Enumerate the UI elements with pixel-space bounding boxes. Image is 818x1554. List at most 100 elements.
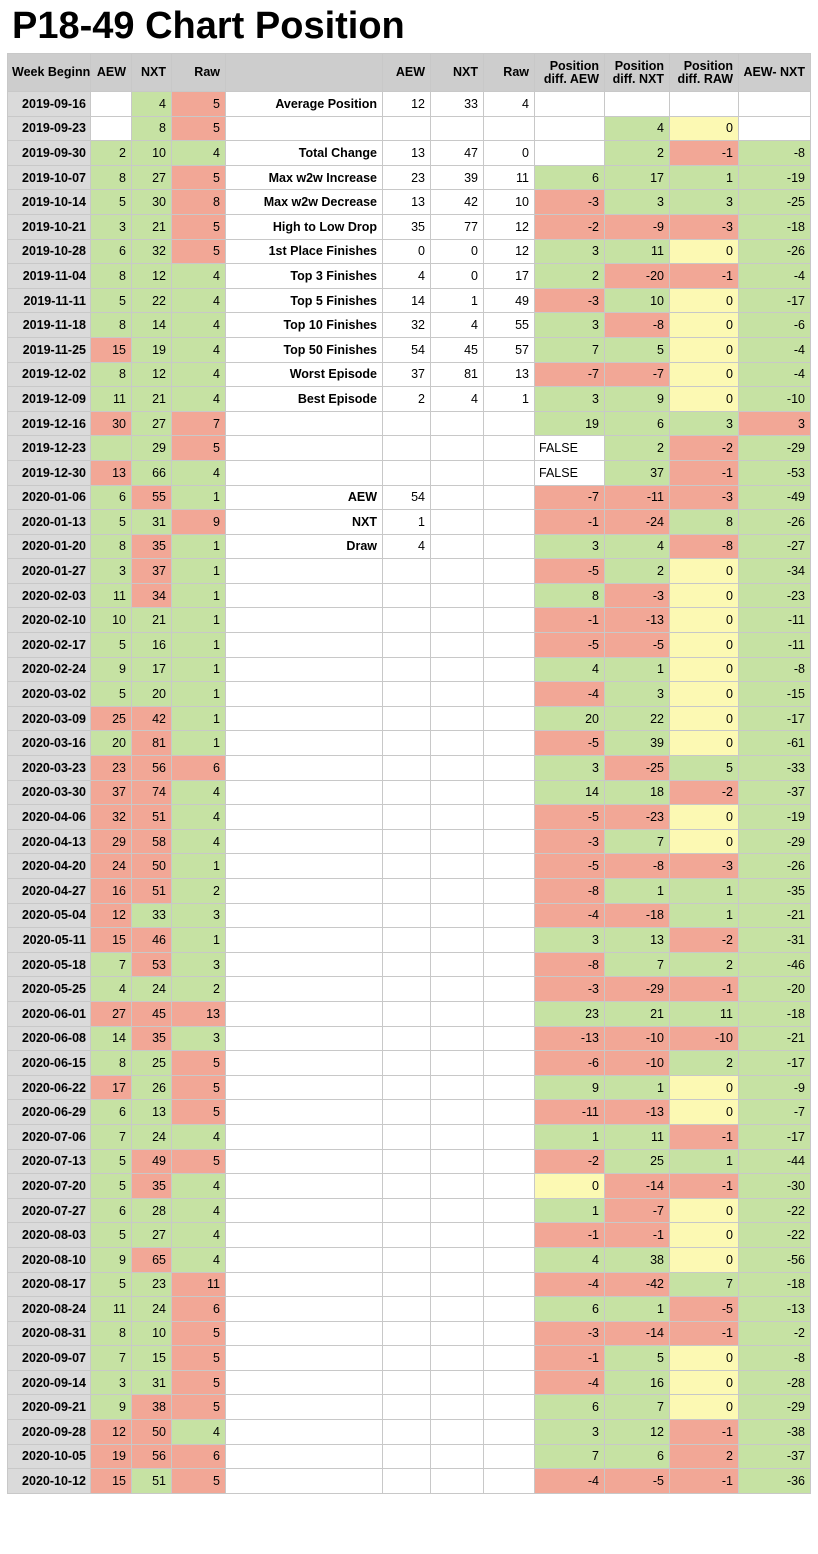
aew-minus-nxt-cell[interactable]: -18: [738, 1271, 811, 1298]
position-diff-aew-cell[interactable]: 6: [534, 1296, 605, 1322]
week-beginning-cell[interactable]: 2020-04-13: [7, 828, 91, 855]
aew-minus-nxt-cell[interactable]: -23: [738, 582, 811, 609]
aew-position-cell[interactable]: 5: [90, 632, 132, 658]
stat-label-cell[interactable]: [225, 558, 383, 584]
aew-position-cell[interactable]: 11: [90, 386, 132, 412]
stat-label-cell[interactable]: High to Low Drop: [225, 213, 383, 240]
aew-minus-nxt-cell[interactable]: -22: [738, 1222, 811, 1248]
raw-position-cell[interactable]: 5: [171, 1148, 226, 1175]
stat-raw-cell[interactable]: 4: [483, 91, 535, 117]
aew-minus-nxt-cell[interactable]: -44: [738, 1148, 811, 1175]
stat-nxt-cell[interactable]: 45: [430, 336, 484, 363]
nxt-position-cell[interactable]: 34: [131, 582, 172, 609]
nxt-position-cell[interactable]: 53: [131, 951, 172, 978]
raw-position-cell[interactable]: 4: [171, 1197, 226, 1224]
aew-position-cell[interactable]: 3: [90, 558, 132, 584]
position-diff-raw-cell[interactable]: 0: [669, 1074, 739, 1101]
position-diff-raw-cell[interactable]: 0: [669, 336, 739, 363]
position-diff-aew-cell[interactable]: -11: [534, 1099, 605, 1125]
nxt-position-cell[interactable]: 30: [131, 189, 172, 215]
stat-nxt-cell[interactable]: [430, 484, 484, 511]
position-diff-nxt-cell[interactable]: -7: [604, 361, 670, 388]
stat-raw-cell[interactable]: [483, 1369, 535, 1396]
aew-position-cell[interactable]: 5: [90, 189, 132, 215]
position-diff-nxt-cell[interactable]: -24: [604, 509, 670, 535]
raw-position-cell[interactable]: 4: [171, 287, 226, 314]
week-beginning-cell[interactable]: 2020-07-27: [7, 1197, 91, 1224]
position-diff-raw-cell[interactable]: -1: [669, 1320, 739, 1347]
position-diff-raw-cell[interactable]: 0: [669, 1197, 739, 1224]
stat-nxt-cell[interactable]: [430, 1443, 484, 1470]
stat-aew-cell[interactable]: [382, 755, 431, 781]
nxt-position-cell[interactable]: 50: [131, 1419, 172, 1445]
stat-nxt-cell[interactable]: [430, 705, 484, 732]
header-stats-nxt[interactable]: NXT: [430, 53, 484, 92]
stat-raw-cell[interactable]: [483, 927, 535, 953]
aew-minus-nxt-cell[interactable]: -49: [738, 484, 811, 511]
raw-position-cell[interactable]: 4: [171, 140, 226, 166]
week-beginning-cell[interactable]: 2019-10-28: [7, 238, 91, 265]
position-diff-aew-cell[interactable]: 9: [534, 1074, 605, 1101]
position-diff-aew-cell[interactable]: 3: [534, 386, 605, 412]
raw-position-cell[interactable]: 1: [171, 632, 226, 658]
week-beginning-cell[interactable]: 2020-05-04: [7, 902, 91, 929]
stat-raw-cell[interactable]: [483, 730, 535, 757]
aew-position-cell[interactable]: 7: [90, 1345, 132, 1371]
position-diff-raw-cell[interactable]: -1: [669, 459, 739, 486]
position-diff-nxt-cell[interactable]: 5: [604, 336, 670, 363]
position-diff-aew-cell[interactable]: 6: [534, 164, 605, 191]
stat-aew-cell[interactable]: 54: [382, 484, 431, 511]
stat-aew-cell[interactable]: [382, 951, 431, 978]
aew-minus-nxt-cell[interactable]: -18: [738, 1000, 811, 1027]
stat-aew-cell[interactable]: [382, 976, 431, 1002]
aew-minus-nxt-cell[interactable]: 3: [738, 410, 811, 437]
position-diff-aew-cell[interactable]: -7: [534, 484, 605, 511]
aew-position-cell[interactable]: 15: [90, 1468, 132, 1494]
stat-label-cell[interactable]: [225, 1173, 383, 1199]
stat-raw-cell[interactable]: [483, 607, 535, 634]
stat-label-cell[interactable]: [225, 1246, 383, 1273]
stat-label-cell[interactable]: [225, 1074, 383, 1101]
nxt-position-cell[interactable]: 58: [131, 828, 172, 855]
aew-minus-nxt-cell[interactable]: -25: [738, 189, 811, 215]
aew-minus-nxt-cell[interactable]: -33: [738, 755, 811, 781]
stat-nxt-cell[interactable]: [430, 804, 484, 830]
aew-position-cell[interactable]: 2: [90, 140, 132, 166]
stat-nxt-cell[interactable]: 0: [430, 238, 484, 265]
raw-position-cell[interactable]: 8: [171, 189, 226, 215]
aew-position-cell[interactable]: 5: [90, 1271, 132, 1298]
position-diff-aew-cell[interactable]: -5: [534, 632, 605, 658]
position-diff-raw-cell[interactable]: -1: [669, 263, 739, 289]
stat-nxt-cell[interactable]: 47: [430, 140, 484, 166]
week-beginning-cell[interactable]: 2020-08-31: [7, 1320, 91, 1347]
nxt-position-cell[interactable]: 42: [131, 705, 172, 732]
position-diff-aew-cell[interactable]: 3: [534, 238, 605, 265]
aew-minus-nxt-cell[interactable]: -46: [738, 951, 811, 978]
stat-nxt-cell[interactable]: [430, 1345, 484, 1371]
position-diff-aew-cell[interactable]: -1: [534, 1345, 605, 1371]
position-diff-aew-cell[interactable]: -4: [534, 681, 605, 707]
header-position-diff-aew[interactable]: Position diff. AEW: [534, 53, 605, 92]
position-diff-raw-cell[interactable]: -2: [669, 927, 739, 953]
position-diff-nxt-cell[interactable]: 4: [604, 115, 670, 142]
position-diff-raw-cell[interactable]: 0: [669, 632, 739, 658]
week-beginning-cell[interactable]: 2020-05-25: [7, 976, 91, 1002]
position-diff-aew-cell[interactable]: -4: [534, 1271, 605, 1298]
position-diff-aew-cell[interactable]: -2: [534, 213, 605, 240]
position-diff-nxt-cell[interactable]: 11: [604, 1123, 670, 1150]
stat-raw-cell[interactable]: [483, 1222, 535, 1248]
stat-label-cell[interactable]: 1st Place Finishes: [225, 238, 383, 265]
aew-minus-nxt-cell[interactable]: -29: [738, 435, 811, 461]
stat-label-cell[interactable]: Top 50 Finishes: [225, 336, 383, 363]
position-diff-aew-cell[interactable]: -8: [534, 878, 605, 904]
nxt-position-cell[interactable]: 23: [131, 1271, 172, 1298]
nxt-position-cell[interactable]: 22: [131, 287, 172, 314]
header-position-diff-nxt[interactable]: Position diff. NXT: [604, 53, 670, 92]
raw-position-cell[interactable]: 5: [171, 1468, 226, 1494]
position-diff-aew-cell[interactable]: [534, 115, 605, 142]
position-diff-raw-cell[interactable]: -1: [669, 1468, 739, 1494]
week-beginning-cell[interactable]: 2020-07-20: [7, 1173, 91, 1199]
aew-position-cell[interactable]: 15: [90, 927, 132, 953]
position-diff-raw-cell[interactable]: 1: [669, 878, 739, 904]
week-beginning-cell[interactable]: 2020-07-06: [7, 1123, 91, 1150]
